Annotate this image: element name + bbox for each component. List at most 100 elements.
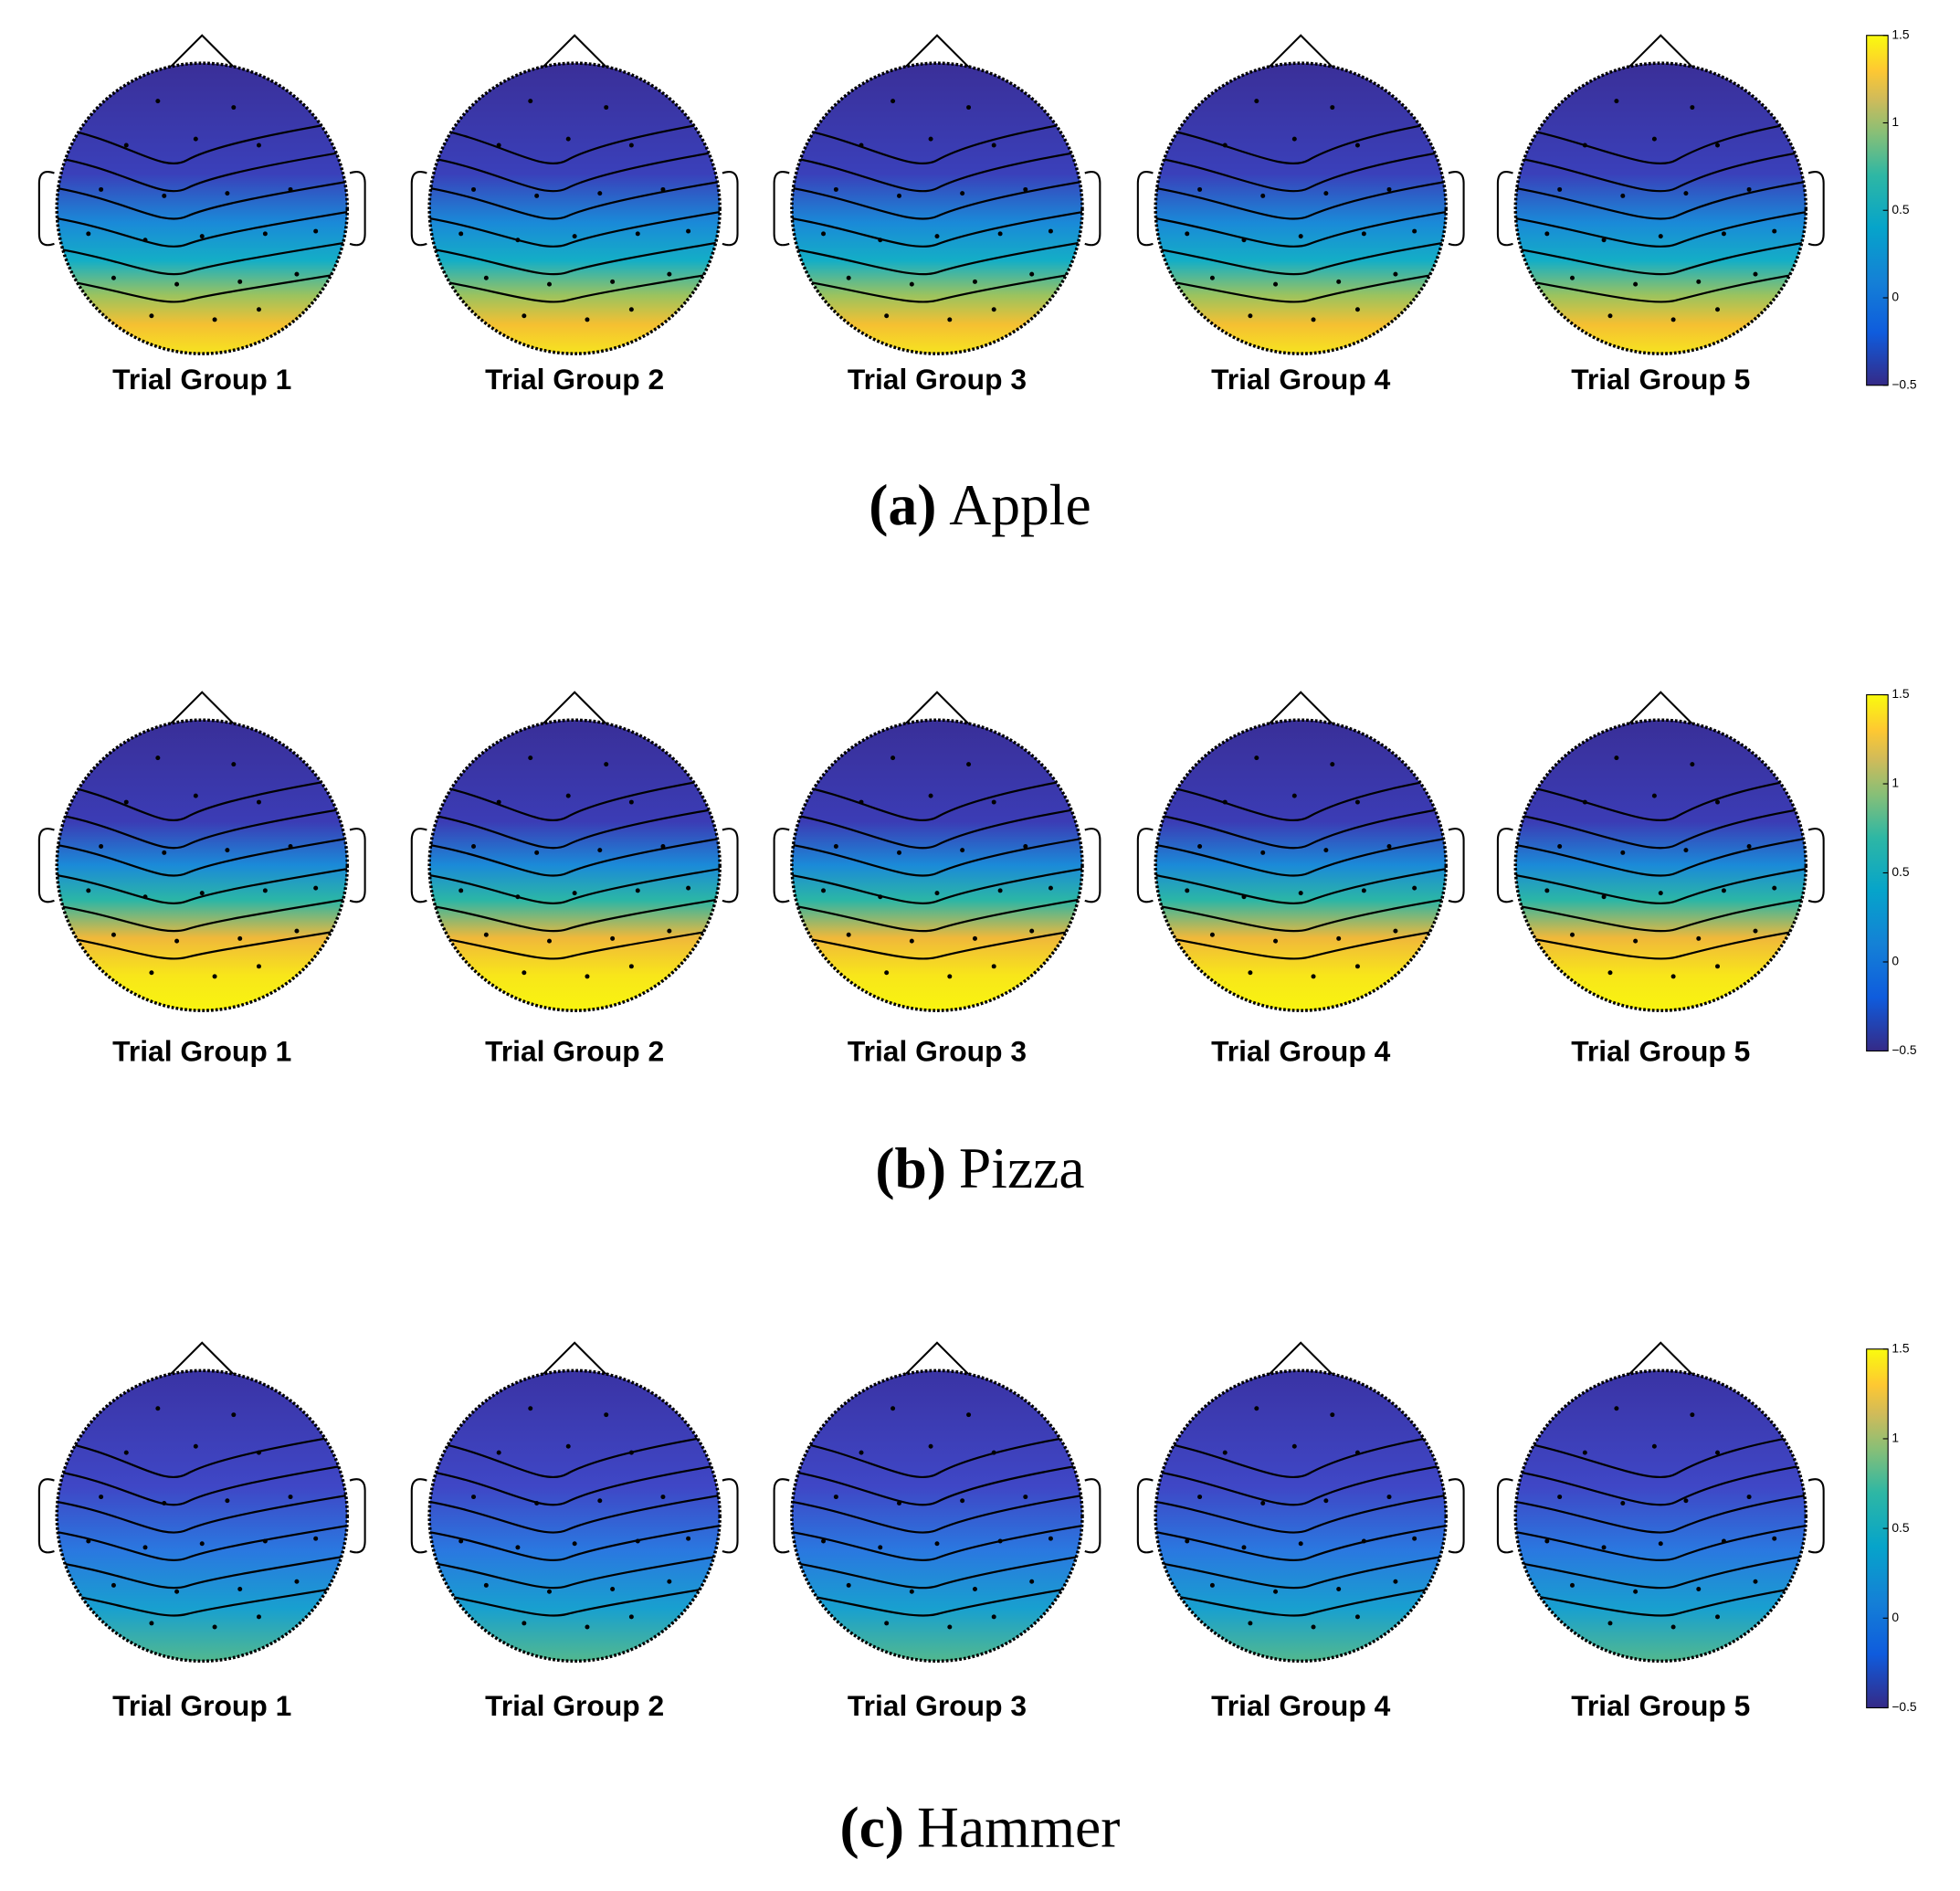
electrode xyxy=(212,317,217,322)
electrode xyxy=(585,317,590,322)
electrode xyxy=(162,850,167,855)
ear xyxy=(410,171,427,247)
ear xyxy=(37,828,55,903)
electrode xyxy=(1311,974,1316,979)
colorbar-tick-label: 0.5 xyxy=(1892,1520,1910,1535)
electrode xyxy=(1690,1412,1695,1418)
electrode xyxy=(288,843,293,849)
electrode xyxy=(1651,1443,1657,1449)
contour xyxy=(791,240,1083,276)
contour xyxy=(57,1523,348,1562)
contour xyxy=(57,240,348,276)
electrode xyxy=(546,938,552,944)
electrode xyxy=(237,1587,243,1591)
electrode xyxy=(99,843,104,849)
electrode xyxy=(237,279,243,284)
ear xyxy=(1448,828,1465,903)
ear xyxy=(1084,171,1101,247)
map-label: Trial Group 3 xyxy=(848,1689,1027,1722)
contour xyxy=(791,1493,1083,1534)
electrode xyxy=(86,231,91,237)
electrode xyxy=(1633,1589,1639,1594)
electrode xyxy=(162,193,167,198)
contour xyxy=(429,179,721,220)
electrode xyxy=(1298,234,1303,239)
electrode xyxy=(1772,885,1777,891)
contour xyxy=(429,149,721,193)
electrode xyxy=(972,279,977,284)
electrode xyxy=(155,1406,161,1411)
topomap xyxy=(1496,34,1825,355)
colorbar-tick-label: 0 xyxy=(1892,1610,1899,1624)
electrode xyxy=(1311,1624,1316,1630)
electrode xyxy=(1023,186,1028,192)
electrode xyxy=(966,762,972,767)
electrode xyxy=(897,193,901,198)
electrode xyxy=(928,793,933,798)
electrode xyxy=(846,932,851,937)
topomap xyxy=(1136,1341,1465,1664)
contour xyxy=(791,209,1083,248)
electrode xyxy=(1670,1624,1676,1630)
electrode xyxy=(610,1587,616,1591)
electrode xyxy=(1753,928,1758,934)
electrode xyxy=(628,307,634,312)
electrode xyxy=(947,974,953,979)
electrode xyxy=(1185,1538,1190,1544)
contour xyxy=(791,1523,1083,1561)
electrode xyxy=(635,888,640,893)
electrode xyxy=(991,307,996,312)
contour xyxy=(1515,270,1807,303)
head-outline xyxy=(790,61,1084,355)
contour xyxy=(429,1523,721,1562)
map-label: Trial Group 2 xyxy=(485,1035,664,1068)
topomap xyxy=(37,1341,366,1664)
electrode xyxy=(534,193,540,198)
electrode xyxy=(1412,885,1417,891)
electrode xyxy=(572,234,577,239)
electrode xyxy=(1029,1579,1035,1584)
electrode xyxy=(1291,793,1297,798)
scalp xyxy=(57,720,348,1011)
electrode xyxy=(947,1624,953,1630)
electrode xyxy=(1386,186,1392,192)
electrode xyxy=(1048,228,1053,234)
electrode xyxy=(972,1587,977,1591)
contour xyxy=(1155,927,1447,960)
scalp xyxy=(429,1370,721,1662)
electrode xyxy=(628,143,634,148)
electrode xyxy=(1746,1495,1752,1500)
electrode xyxy=(597,191,603,196)
electrode xyxy=(1557,186,1563,192)
caption: (c) Hammer xyxy=(840,1795,1121,1860)
contour xyxy=(1515,179,1807,220)
electrode xyxy=(884,313,890,319)
contour xyxy=(1515,776,1807,821)
ear xyxy=(1448,171,1465,247)
electrode xyxy=(237,935,243,941)
ear xyxy=(1807,1478,1825,1554)
electrode xyxy=(1386,1495,1392,1500)
contour xyxy=(791,776,1083,822)
head-outline xyxy=(790,1368,1084,1664)
electrode xyxy=(833,843,838,849)
electrode xyxy=(928,136,933,142)
head-outline xyxy=(1154,718,1448,1012)
electrode xyxy=(991,1450,996,1455)
topomap xyxy=(773,691,1101,1012)
contour xyxy=(791,806,1083,850)
electrode xyxy=(1260,850,1266,855)
electrode xyxy=(546,281,552,287)
electrode xyxy=(1323,191,1329,196)
electrode xyxy=(1273,938,1279,944)
scalp xyxy=(791,1370,1083,1662)
electrode xyxy=(199,1541,205,1547)
electrode xyxy=(193,793,198,798)
electrode xyxy=(142,238,148,243)
map-label: Trial Group 4 xyxy=(1211,363,1390,396)
topomap xyxy=(37,34,366,355)
contour xyxy=(1515,927,1807,960)
electrode xyxy=(1683,191,1689,196)
electrode xyxy=(313,885,319,891)
electrode xyxy=(496,143,501,148)
